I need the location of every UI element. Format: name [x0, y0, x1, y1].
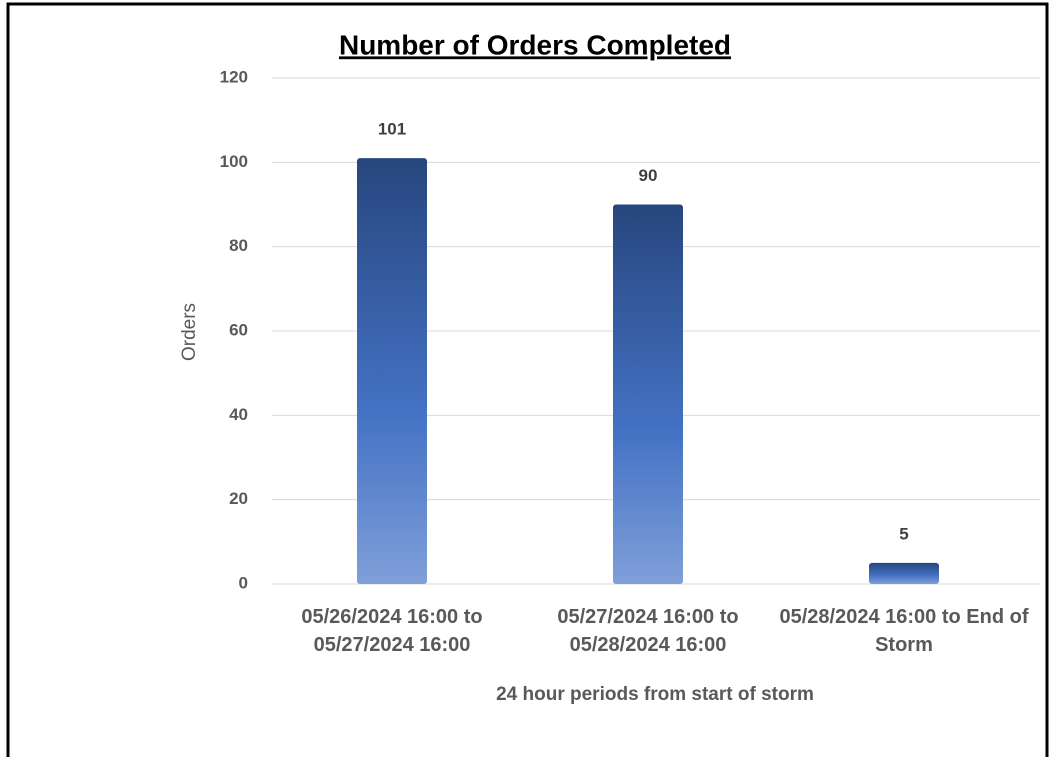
value-label: 90: [639, 166, 658, 185]
x-tick-label: 05/26/2024 16:00 to 05/27/2024 16:00: [301, 606, 483, 656]
y-tick-label: 120: [220, 67, 248, 86]
y-tick-label: 40: [229, 405, 248, 424]
y-tick-label: 0: [239, 573, 248, 592]
value-label: 5: [899, 524, 908, 543]
x-axis-label: 24 hour periods from start of storm: [496, 684, 814, 705]
y-tick-label: 80: [229, 236, 248, 255]
y-tick-label: 100: [220, 152, 248, 171]
bar: [869, 562, 939, 584]
chart-title: Number of Orders Completed: [339, 29, 731, 60]
y-axis-label: Orders: [179, 303, 200, 361]
value-label: 101: [378, 120, 406, 139]
x-tick-label: 05/28/2024 16:00 to End of Storm: [779, 606, 1029, 656]
x-tick-label: 05/27/2024 16:00 to 05/28/2024 16:00: [557, 606, 739, 656]
bar: [613, 204, 683, 584]
frame: [6, 2, 1049, 757]
y-tick-label: 60: [229, 320, 248, 339]
bar: [357, 158, 427, 584]
y-tick-label: 20: [229, 489, 248, 508]
